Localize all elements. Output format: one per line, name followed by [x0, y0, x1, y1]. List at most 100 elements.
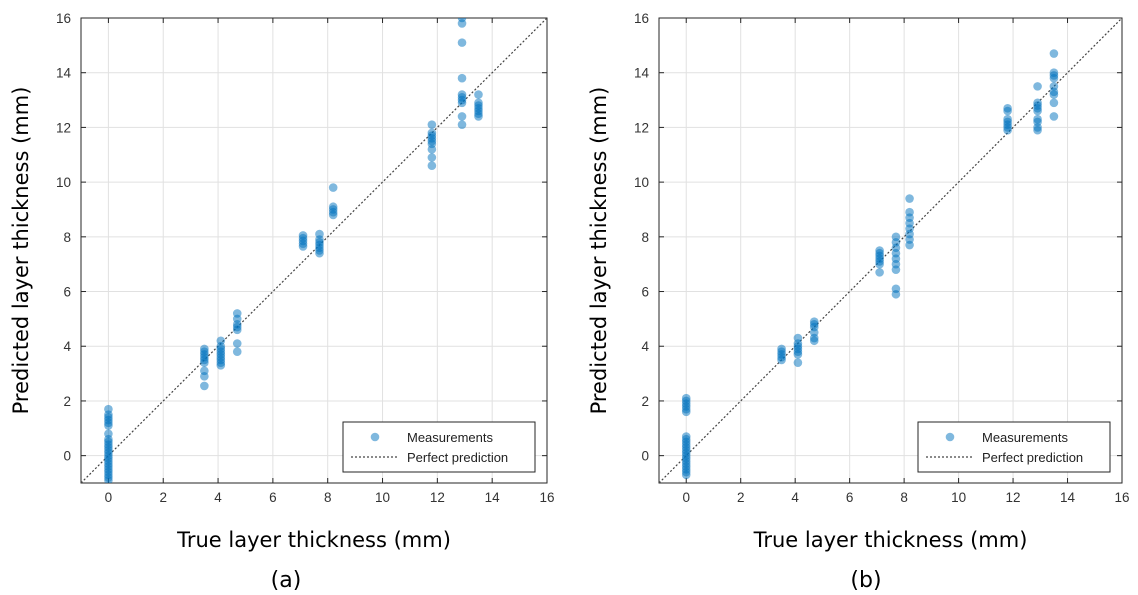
- y-tick-label: 14: [634, 66, 650, 81]
- y-tick-label: 6: [63, 285, 71, 300]
- x-tick-label: 10: [951, 490, 966, 505]
- legend-label-perfect-prediction: Perfect prediction: [407, 450, 508, 465]
- x-tick-label: 10: [375, 490, 390, 505]
- x-tick-label: 8: [324, 490, 332, 505]
- legend: Measurements Perfect prediction: [917, 421, 1111, 473]
- data-point: [681, 407, 691, 417]
- data-point: [681, 470, 691, 480]
- data-point: [891, 265, 901, 274]
- x-tick-label: 12: [1006, 490, 1021, 505]
- perfect-prediction-line: [81, 18, 547, 483]
- data-point: [875, 268, 884, 277]
- x-tick-label: 16: [539, 490, 554, 505]
- data-point: [328, 210, 338, 220]
- data-point: [457, 112, 467, 121]
- axes-box: [80, 17, 548, 484]
- legend-label-perfect-prediction: Perfect prediction: [982, 450, 1083, 465]
- y-tick-label: 4: [63, 339, 71, 354]
- x-tick-label: 2: [737, 490, 745, 505]
- data-point: [1049, 90, 1059, 99]
- data-point: [1049, 98, 1059, 108]
- data-point: [315, 248, 324, 258]
- legend-marker-measurements: [370, 432, 380, 442]
- legend-label-measurements: Measurements: [982, 430, 1068, 445]
- data-point: [200, 381, 209, 391]
- x-tick-label: 0: [105, 490, 113, 505]
- y-axis-label: Predicted layer thickness (mm): [9, 87, 33, 415]
- data-point: [457, 19, 467, 28]
- x-axis-label: True layer thickness (mm): [753, 528, 1028, 552]
- data-point: [232, 347, 242, 357]
- x-tick-label: 14: [1060, 490, 1076, 505]
- data-point: [457, 73, 467, 83]
- x-tick-label: 14: [485, 490, 501, 505]
- data-point: [1003, 106, 1012, 116]
- legend-box: [917, 421, 1111, 473]
- y-tick-label: 10: [56, 175, 71, 190]
- data-point: [1049, 49, 1059, 58]
- data-point: [905, 240, 914, 250]
- legend-label-measurements: Measurements: [407, 430, 493, 445]
- data-point: [1033, 106, 1042, 116]
- data-point: [427, 161, 437, 171]
- panel-caption: (b): [850, 568, 881, 593]
- data-point: [457, 38, 467, 47]
- data-point: [1003, 125, 1012, 135]
- x-tick-label: 12: [430, 490, 445, 505]
- data-point: [232, 325, 242, 335]
- x-tick-label: 0: [682, 490, 690, 505]
- axes-box: [658, 17, 1123, 484]
- y-tick-label: 2: [641, 394, 649, 409]
- data-point: [457, 120, 467, 129]
- legend-box: [342, 421, 536, 473]
- panel-caption: (a): [271, 568, 302, 593]
- data-point: [232, 339, 242, 348]
- x-axis-label: True layer thickness (mm): [176, 528, 451, 552]
- y-tick-label: 0: [641, 449, 649, 464]
- data-point: [1033, 125, 1042, 135]
- y-tick-label: 4: [641, 339, 649, 354]
- data-point: [777, 355, 786, 365]
- panel-b: 0 2 4 6 8 10 12 14 16 0 2 4 6 8 10 12 14 16 Measurements Pe…: [587, 11, 1130, 593]
- data-point: [427, 144, 437, 154]
- x-tick-label: 8: [900, 490, 908, 505]
- data-point: [1033, 82, 1042, 91]
- y-tick-label: 8: [63, 230, 71, 245]
- y-tick-label: 10: [634, 175, 649, 190]
- y-tick-label: 12: [56, 120, 71, 135]
- y-tick-label: 2: [63, 394, 71, 409]
- data-point: [793, 350, 803, 359]
- y-tick-label: 12: [634, 120, 649, 135]
- y-tick-label: 8: [641, 230, 649, 245]
- data-point: [298, 242, 308, 251]
- data-point: [474, 90, 483, 99]
- data-point: [793, 358, 803, 367]
- legend-marker-measurements: [945, 432, 955, 442]
- data-point: [891, 289, 901, 299]
- data-point: [104, 421, 113, 430]
- data-point: [200, 358, 209, 367]
- data-point: [216, 361, 226, 370]
- y-tick-label: 0: [63, 449, 71, 464]
- data-point: [328, 183, 338, 192]
- data-point: [474, 112, 483, 121]
- data-point: [457, 98, 467, 108]
- data-point: [200, 372, 209, 381]
- y-axis-label: Predicted layer thickness (mm): [587, 87, 611, 415]
- panel-a: 0 2 4 6 8 10 12 14 16 0 2 4 6 8 10 12 14 16 Measurements Pe…: [9, 11, 555, 593]
- x-tick-label: 6: [846, 490, 854, 505]
- x-tick-label: 16: [1114, 490, 1129, 505]
- y-tick-label: 16: [634, 11, 649, 26]
- x-tick-label: 4: [791, 490, 799, 505]
- measurement-points: [104, 18, 483, 483]
- measurement-points: [681, 49, 1059, 480]
- data-point: [427, 153, 437, 162]
- y-tick-label: 6: [641, 285, 649, 300]
- data-point: [427, 120, 437, 129]
- data-point: [875, 259, 884, 269]
- data-point: [1049, 73, 1059, 83]
- data-point: [905, 194, 914, 203]
- perfect-prediction-line: [659, 18, 1122, 483]
- y-tick-label: 14: [56, 66, 72, 81]
